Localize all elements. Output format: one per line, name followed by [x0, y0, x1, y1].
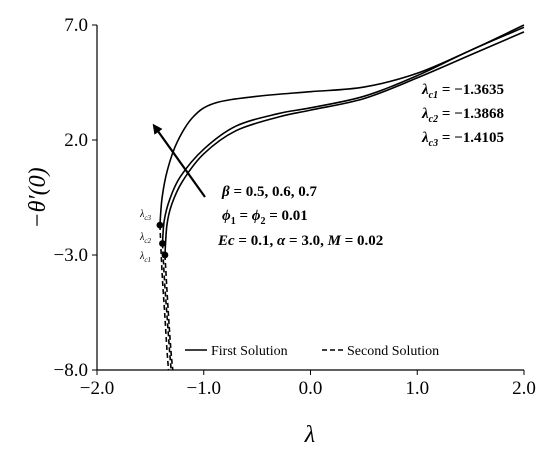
critical-point-1: [161, 251, 169, 259]
legend-second-label: Second Solution: [347, 344, 439, 359]
point-label-c3: λc3: [139, 209, 151, 222]
critical-points-layer: [156, 221, 169, 259]
direction-arrow: [152, 123, 206, 198]
ticks-layer: −2.0 −1.0 0.0 1.0 2.0 7.0 2.0 −3.0 −8.0: [54, 15, 536, 399]
second-solution-line-1: [164, 254, 174, 371]
params-annotation: Ec = 0.1, α = 3.0, M = 0.02: [217, 233, 383, 249]
y-tick-label: 2.0: [64, 130, 88, 151]
first-solution-line-2: [161, 26, 525, 244]
curves-layer: [159, 24, 525, 371]
critical-point-3: [156, 221, 164, 229]
lambda-c3-value: λc3 = −1.4105: [421, 130, 504, 149]
x-tick-label: −1.0: [187, 378, 221, 399]
second-solution-line-3: [159, 225, 170, 371]
y-tick-label: −3.0: [54, 245, 88, 266]
x-axis-title: λ: [304, 422, 315, 448]
second-solution-line-2: [161, 243, 172, 371]
x-tick-label: 1.0: [405, 378, 429, 399]
point-label-c2: λc2: [139, 232, 151, 245]
critical-point-2: [159, 240, 166, 247]
x-tick-label: −2.0: [80, 378, 114, 399]
x-tick-label: 2.0: [512, 378, 536, 399]
y-tick-label: −8.0: [54, 360, 88, 381]
point-label-c1: λc1: [139, 251, 151, 264]
first-solution-line-3: [159, 24, 525, 226]
lambda-c1-value: λc1 = −1.3635: [421, 82, 504, 101]
lambda-c2-value: λc2 = −1.3868: [421, 106, 504, 125]
legend-first-label: First Solution: [211, 344, 288, 359]
y-tick-label: 7.0: [64, 15, 88, 36]
x-tick-label: 0.0: [299, 378, 323, 399]
legend: First Solution Second Solution: [185, 344, 439, 359]
beta-annotation: β = 0.5, 0.6, 0.7: [221, 184, 317, 200]
y-axis-title: −θ′(0): [25, 167, 51, 228]
first-solution-line-1: [164, 31, 525, 256]
phi-annotation: ϕ1 = ϕ2 = 0.01: [222, 208, 308, 227]
